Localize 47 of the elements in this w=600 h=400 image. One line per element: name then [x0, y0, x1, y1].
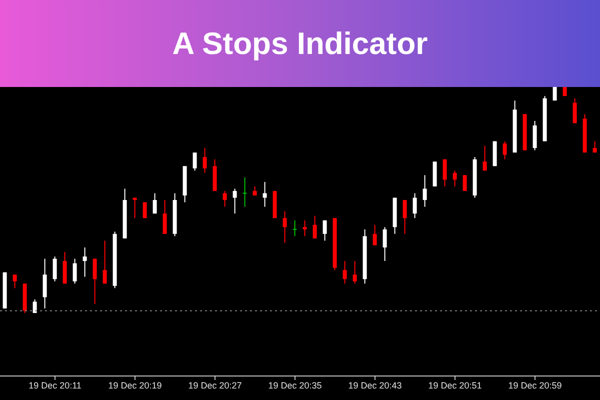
chart-title: A Stops Indicator	[172, 26, 428, 62]
x-tick-label: 19 Dec 20:35	[268, 380, 322, 390]
x-tick-label: 19 Dec 20:27	[188, 380, 242, 390]
x-tick-label: 19 Dec 20:11	[28, 380, 82, 390]
candlestick	[242, 176, 248, 208]
candlestick	[42, 258, 47, 309]
candlestick	[162, 200, 167, 234]
candlestick	[102, 240, 107, 284]
candlestick	[452, 170, 457, 187]
candlestick	[202, 148, 207, 174]
candlestick	[322, 220, 327, 242]
candlestick	[152, 192, 157, 214]
candlestick	[192, 152, 197, 172]
candlestick	[232, 188, 237, 214]
candlestick	[412, 192, 417, 219]
candlestick	[352, 260, 357, 284]
candlestick	[252, 186, 257, 196]
candlestick	[62, 251, 67, 284]
candlestick	[52, 256, 57, 282]
candlestick	[32, 298, 37, 313]
x-tick-label: 19 Dec 20:43	[348, 380, 402, 390]
candlestick	[132, 197, 137, 219]
candlestick	[572, 98, 577, 124]
candlestick	[312, 215, 317, 239]
candlestick	[402, 200, 407, 234]
candlestick	[502, 140, 507, 160]
candlestick	[222, 190, 227, 208]
candlestick	[342, 260, 347, 284]
candlestick	[82, 246, 87, 278]
x-tick-label: 19 Dec 20:51	[428, 380, 482, 390]
candlestick	[12, 274, 17, 289]
candlestick	[442, 158, 447, 187]
candlestick	[422, 174, 427, 208]
candlestick	[92, 258, 97, 304]
candlestick	[532, 120, 537, 151]
candlestick	[372, 224, 377, 246]
candlestick	[482, 145, 487, 172]
candlestick	[382, 226, 387, 262]
candlestick	[72, 258, 77, 284]
x-tick-label: 19 Dec 20:19	[108, 380, 162, 390]
candlestick	[462, 174, 467, 192]
candlestick	[302, 220, 307, 237]
candlestick	[282, 210, 287, 244]
candlestick	[552, 87, 557, 102]
candlestick	[292, 220, 298, 237]
candlestick	[262, 181, 267, 208]
x-tick-label: 19 Dec 20:59	[508, 380, 562, 390]
